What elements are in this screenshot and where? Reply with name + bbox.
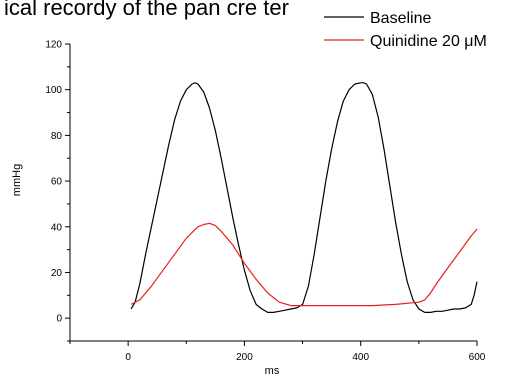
y-axis-title: mmHg xyxy=(11,164,23,196)
legend: Baseline Quinidine 20 μM xyxy=(324,10,487,50)
series-line-quinidine xyxy=(130,222,478,307)
y-tick-label: 20 xyxy=(51,268,63,279)
y-tick-label: 40 xyxy=(51,222,63,233)
y-tick-label: 60 xyxy=(51,177,63,188)
legend-label: Baseline xyxy=(370,10,431,27)
x-tick-label: 200 xyxy=(236,352,253,363)
series-line-baseline xyxy=(130,82,478,313)
y-tick-label: 0 xyxy=(56,314,62,325)
cropped-title-text: ical recordy of the pan cre ter xyxy=(4,0,289,20)
x-tick-labels: 0 200 400 600 xyxy=(125,352,485,363)
x-tick-label: 600 xyxy=(469,352,486,363)
x-axis-title: ms xyxy=(265,365,280,377)
y-tick-label: 80 xyxy=(51,131,63,142)
y-tick-label: 120 xyxy=(45,40,62,51)
axes xyxy=(65,43,478,346)
y-tick-label: 100 xyxy=(45,85,62,96)
x-tick-label: 400 xyxy=(352,352,369,363)
legend-label: Quinidine 20 μM xyxy=(370,33,487,50)
x-tick-label: 0 xyxy=(125,352,131,363)
y-tick-labels: 0 20 40 60 80 100 120 xyxy=(45,40,62,325)
series-lines xyxy=(130,82,478,313)
